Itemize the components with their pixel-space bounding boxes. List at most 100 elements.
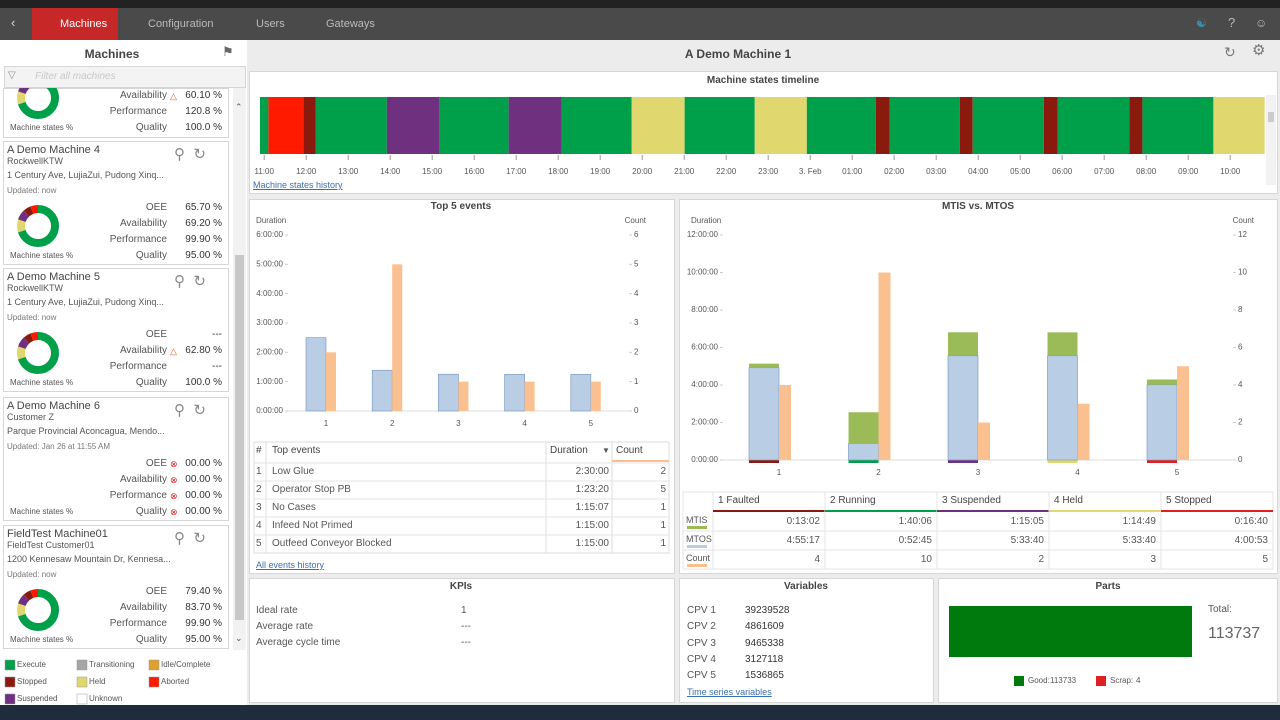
filter-icon[interactable]: ▽ <box>8 70 16 81</box>
nav-tab[interactable]: Users <box>256 18 285 30</box>
timeline-segment <box>508 97 562 154</box>
nav-tab[interactable]: Machines <box>60 18 108 30</box>
x-tick-label: 3 <box>456 419 461 428</box>
metric-value: --- <box>212 361 222 372</box>
y2-tick-label: 12 <box>1238 230 1247 239</box>
machine-name[interactable]: FieldTest Machine01 <box>7 528 108 540</box>
y2-tick-label: 0 <box>634 406 639 415</box>
scroll-down[interactable]: ⌄ <box>235 633 243 643</box>
timeline-segment <box>260 97 269 154</box>
machine-name[interactable]: A Demo Machine 6 <box>7 400 100 412</box>
row-label: MTIS <box>686 515 708 525</box>
y-tick-label: 2:00:00 <box>691 418 718 427</box>
scroll-thumb[interactable] <box>235 255 244 620</box>
nav-bar <box>0 8 1280 40</box>
table-header: 1 Faulted <box>718 495 760 506</box>
metric-warning-icon: △ <box>170 91 177 101</box>
state-donut <box>17 589 59 631</box>
table-cell: 3 <box>256 502 262 513</box>
x-tick-label: 3 <box>976 468 981 477</box>
count-bar <box>878 272 891 460</box>
nav-tab[interactable]: Configuration <box>148 18 214 30</box>
table-cell: 5:33:40 <box>1010 535 1044 546</box>
machine-card[interactable] <box>3 397 229 521</box>
variable-value: 9465338 <box>745 637 784 649</box>
y-tick-label: 12:00:00 <box>687 230 719 239</box>
metric-value: 99.90 % <box>185 618 222 629</box>
user-icon[interactable]: ☺ <box>1255 16 1268 30</box>
legend-swatch <box>76 676 88 688</box>
table-header: 2 Running <box>830 495 876 506</box>
table-cell: 0:16:40 <box>1234 516 1268 527</box>
table-header[interactable]: Count <box>616 445 643 456</box>
machine-name[interactable]: A Demo Machine 4 <box>7 144 100 156</box>
map-icon[interactable]: ⚑ <box>222 44 234 59</box>
timeline-segment <box>972 97 1044 154</box>
link[interactable]: Time series variables <box>687 687 772 697</box>
donut-segment <box>17 332 59 374</box>
link[interactable]: Machine states history <box>253 180 343 190</box>
duration-bar <box>1147 379 1177 385</box>
legend-name: Good: <box>1028 676 1050 685</box>
table-header[interactable]: Duration <box>550 445 588 456</box>
nav-tab[interactable]: Gateways <box>326 18 375 30</box>
table-cell: 4:00:53 <box>1234 535 1268 546</box>
total-label: Total: <box>1208 604 1232 615</box>
metric-value: 79.40 % <box>185 586 222 597</box>
count-bar <box>779 385 791 460</box>
table-header: 3 Suspended <box>942 495 1001 506</box>
table-cell: 1 <box>256 466 262 477</box>
timeline-scroll-thumb <box>1268 112 1274 122</box>
card-icons[interactable]: ⚲ ↻ <box>174 273 206 290</box>
back-button[interactable]: ‹ <box>11 15 16 30</box>
duration-bar <box>438 373 459 412</box>
duration-bar <box>947 355 979 461</box>
scroll-up[interactable]: ⌃ <box>235 102 243 112</box>
legend-label: Transitioning <box>89 660 135 669</box>
metric-value: 60.10 % <box>185 90 222 101</box>
x-tick-label: 15:00 <box>422 167 443 176</box>
state-donut <box>17 332 59 374</box>
metric-value: 69.20 % <box>185 218 222 229</box>
active-tab[interactable] <box>32 8 118 40</box>
panel-title: Parts <box>1095 581 1121 592</box>
y2-tick-label: 8 <box>1238 305 1243 314</box>
metric-value: --- <box>212 329 222 340</box>
x-tick-label: 5 <box>1175 468 1180 477</box>
state-donut <box>17 88 59 119</box>
metric-value: 00.00 % <box>185 490 222 501</box>
refresh-icon[interactable]: ↻ <box>1224 44 1236 60</box>
y2-tick-label: 6 <box>634 230 639 239</box>
table-cell: Infeed Not Primed <box>272 520 353 531</box>
table-cell: 5 <box>256 538 262 549</box>
donut-segment <box>17 332 59 374</box>
card-icons[interactable]: ⚲ ↻ <box>174 402 206 419</box>
x-tick-label: 4 <box>1075 468 1080 477</box>
table-cell: 4 <box>814 554 820 565</box>
x-tick-label: 23:00 <box>758 167 779 176</box>
legend-value: 4 <box>1136 676 1141 685</box>
machine-name[interactable]: A Demo Machine 5 <box>7 271 100 283</box>
filter-box[interactable] <box>4 66 246 88</box>
settings-icon[interactable]: ⚙ <box>1252 42 1266 59</box>
timeline-segment <box>439 97 509 154</box>
variable-label: CPV 3 <box>687 637 716 649</box>
card-icons[interactable]: ⚲ ↻ <box>174 146 206 163</box>
legend-swatch <box>1096 676 1106 686</box>
table-cell: 1:40:06 <box>898 516 932 527</box>
table-cell: 2 <box>660 466 666 477</box>
donut-caption: Machine states % <box>10 507 74 516</box>
metric-value: 00.00 % <box>185 474 222 485</box>
legend-swatch <box>4 676 16 688</box>
table-cell: 2 <box>1038 554 1044 565</box>
table-cell: 1:23:20 <box>575 484 609 495</box>
metric-label: Availability <box>119 345 167 356</box>
x-tick-label: 11:00 <box>254 167 274 176</box>
link[interactable]: All events history <box>256 560 325 570</box>
card-icons[interactable]: ⚲ ↻ <box>174 530 206 547</box>
metric-label: Quality <box>135 506 167 517</box>
help-icon[interactable]: ? <box>1228 15 1236 30</box>
machine-address: 1 Century Ave, LujiaZui, Pudong Xinq... <box>7 170 164 180</box>
status-icon[interactable]: ☯ <box>1196 16 1207 30</box>
